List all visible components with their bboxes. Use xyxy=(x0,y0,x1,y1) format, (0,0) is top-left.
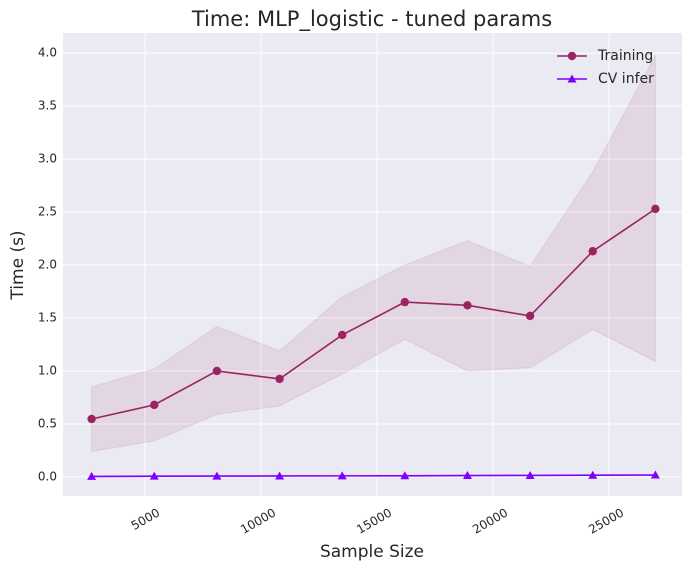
marker xyxy=(462,471,472,480)
marker xyxy=(150,400,159,410)
marker xyxy=(463,301,472,310)
marker xyxy=(337,330,347,340)
legend-marker xyxy=(567,51,577,61)
marker xyxy=(525,311,535,321)
marker xyxy=(275,471,285,480)
x-tick-label: 20000 xyxy=(470,506,510,537)
y-tick-label: 3.5 xyxy=(38,99,57,113)
y-tick-label: 3.0 xyxy=(38,152,57,166)
marker xyxy=(588,470,598,479)
x-axis-label: Sample Size xyxy=(320,542,424,562)
y-tick-label: 0.5 xyxy=(38,416,57,430)
legend-marker xyxy=(567,74,577,83)
marker xyxy=(87,414,96,424)
marker xyxy=(651,204,660,214)
y-tick-label: 4.0 xyxy=(38,46,57,60)
line xyxy=(91,208,656,420)
y-tick-label: 1.5 xyxy=(38,311,57,325)
y-axis-label: Time (s) xyxy=(8,230,28,300)
y-tick-label: 0.0 xyxy=(38,469,57,483)
marker xyxy=(275,374,284,384)
marker xyxy=(525,470,535,479)
marker xyxy=(87,471,97,480)
marker xyxy=(337,471,347,480)
x-tick-label: 10000 xyxy=(238,506,278,537)
chart-title: Time: MLP_logistic - tuned params xyxy=(191,7,552,32)
marker xyxy=(149,471,159,480)
marker xyxy=(650,470,660,479)
y-tick-label: 2.0 xyxy=(38,258,57,272)
x-tick-label: 5000 xyxy=(129,506,162,533)
marker xyxy=(212,471,222,480)
marker xyxy=(400,471,410,480)
marker xyxy=(400,297,410,307)
x-tick-label: 15000 xyxy=(354,506,394,537)
legend-label: CV infer xyxy=(598,71,654,87)
y-tick-label: 1.0 xyxy=(38,363,57,377)
legend-label: Training xyxy=(597,48,653,64)
marker xyxy=(212,366,222,376)
x-tick-label: 25000 xyxy=(586,506,626,537)
error-band xyxy=(91,55,656,453)
y-tick-label: 2.5 xyxy=(38,205,57,219)
line xyxy=(91,474,656,478)
marker xyxy=(588,247,597,256)
